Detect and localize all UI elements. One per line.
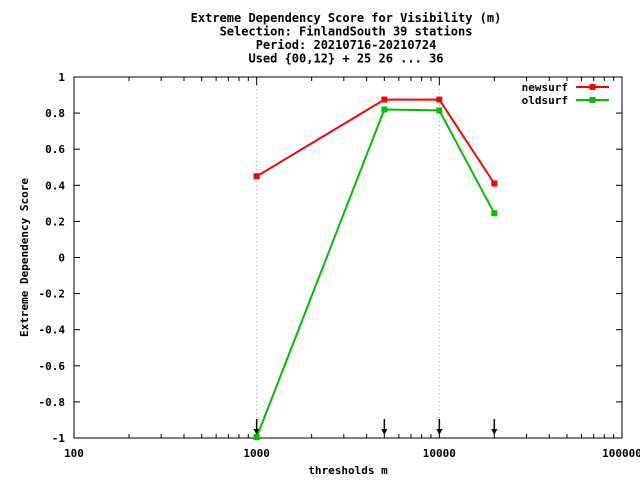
y-axis-label: Extreme Dependency Score: [18, 178, 31, 337]
x-tick-label: 10000: [423, 447, 456, 460]
y-tick-label: -0.2: [39, 288, 66, 301]
data-point-newsurf: [381, 96, 388, 103]
y-tick-label: 1: [58, 71, 65, 84]
y-tick-label: 0: [58, 252, 65, 265]
legend-swatch-marker: [589, 84, 596, 90]
y-tick-label: 0.8: [45, 107, 65, 120]
threshold-arrow: [491, 419, 498, 435]
x-tick-labels: 100 1000 10000 100000: [64, 447, 640, 460]
y-tick-label: -0.8: [39, 396, 66, 409]
series-line-newsurf: [256, 98, 496, 185]
axis-ticks: [73, 76, 623, 439]
series-line-oldsurf: [255, 108, 496, 438]
series: [253, 96, 498, 441]
legend-swatch-marker: [589, 97, 596, 103]
x-tick-label: 100: [64, 447, 84, 460]
y-tick-label: 0.2: [45, 215, 65, 228]
threshold-arrow: [436, 419, 443, 435]
chart-title: Extreme Dependency Score for Visibility …: [191, 11, 502, 66]
data-point-oldsurf: [491, 210, 498, 217]
title-line: Period: 20210716-20210724: [256, 38, 437, 52]
y-tick-label: 0.6: [45, 143, 65, 156]
data-point-oldsurf: [253, 434, 260, 441]
legend-label: newsurf: [522, 81, 568, 94]
legend-label: oldsurf: [522, 94, 568, 107]
threshold-arrow: [253, 419, 260, 435]
y-tick-label: 0.4: [45, 179, 65, 192]
y-tick-label: -0.6: [39, 360, 66, 373]
y-tick-label: -1: [52, 432, 66, 445]
x-axis-label: thresholds m: [308, 464, 388, 477]
data-point-oldsurf: [381, 106, 388, 113]
data-point-oldsurf: [436, 107, 443, 114]
title-line: Used {00,12} + 25 26 ... 36: [248, 52, 443, 66]
grid-lines: [256, 77, 440, 438]
threshold-markers: [253, 419, 498, 435]
data-point-newsurf: [491, 180, 498, 187]
y-tick-labels: -1 -0.8 -0.6 -0.4 -0.2 0 0.2 0.4 0.6 0.8 1: [39, 71, 66, 445]
data-point-newsurf: [436, 96, 443, 103]
threshold-arrow: [381, 419, 388, 435]
title-line: Extreme Dependency Score for Visibility …: [191, 11, 502, 25]
data-point-newsurf: [253, 173, 260, 180]
title-line: Selection: FinlandSouth 39 stations: [220, 25, 473, 39]
x-tick-label: 1000: [243, 447, 270, 460]
x-tick-label: 100000: [602, 447, 640, 460]
y-tick-label: -0.4: [39, 324, 66, 337]
plot-frame: [73, 76, 623, 439]
